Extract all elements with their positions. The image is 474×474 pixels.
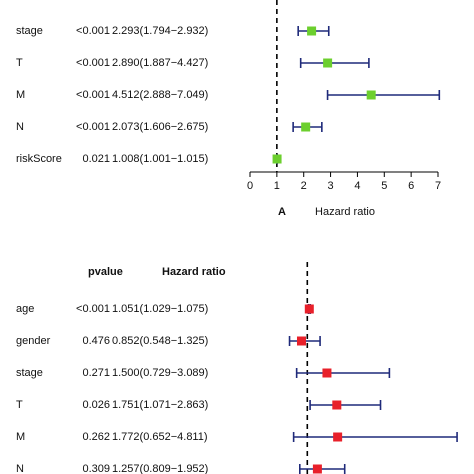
hr-marker [366, 90, 376, 100]
hazard-ratio-text: 1.257(0.809−1.952) [112, 463, 208, 474]
x-axis-label: Hazard ratio [315, 206, 375, 218]
row-label: age [16, 303, 34, 315]
hazard-ratio-text: 1.751(1.071−2.863) [112, 399, 208, 411]
hr-marker [301, 122, 311, 132]
p-value: <0.001 [76, 25, 110, 37]
p-value: 0.309 [82, 463, 110, 474]
row-label: gender [16, 335, 51, 347]
p-value: <0.001 [76, 57, 110, 69]
p-value: <0.001 [76, 121, 110, 133]
x-tick-label: 0 [247, 180, 253, 192]
p-value: <0.001 [76, 303, 110, 315]
x-tick-label: 4 [354, 180, 360, 192]
hr-marker [304, 304, 314, 314]
panel-label: A [278, 206, 286, 218]
hazard-ratio-text: 2.293(1.794−2.932) [112, 25, 208, 37]
hazard-ratio-text: 2.073(1.606−2.675) [112, 121, 208, 133]
row-label: M [16, 89, 25, 101]
hazard-ratio-text: 1.772(0.652−4.811) [112, 431, 208, 443]
hazard-ratio-text: 2.890(1.887−4.427) [112, 57, 208, 69]
x-tick-label: 3 [328, 180, 334, 192]
p-value: 0.021 [82, 153, 110, 165]
row-label: T [16, 399, 23, 411]
p-value: 0.271 [82, 367, 110, 379]
x-tick-label: 5 [381, 180, 387, 192]
hr-marker [323, 58, 333, 68]
x-tick-label: 1 [274, 180, 280, 192]
hr-marker [332, 400, 342, 410]
x-tick-label: 2 [301, 180, 307, 192]
hazard-ratio-text: 1.500(0.729−3.089) [112, 367, 208, 379]
row-label: stage [16, 25, 43, 37]
p-value: <0.001 [76, 89, 110, 101]
row-label: N [16, 463, 24, 474]
hr-marker [312, 464, 322, 474]
x-tick-label: 7 [435, 180, 441, 192]
hazard-ratio-text: 1.051(1.029−1.075) [112, 303, 208, 315]
row-label: N [16, 121, 24, 133]
hazard-ratio-text: 4.512(2.888−7.049) [112, 89, 208, 101]
column-header: Hazard ratio [162, 266, 226, 278]
column-header: pvalue [88, 266, 123, 278]
hazard-ratio-text: 1.008(1.001−1.015) [112, 153, 208, 165]
p-value: 0.262 [82, 431, 110, 443]
row-label: M [16, 431, 25, 443]
p-value: 0.476 [82, 335, 110, 347]
hr-marker [333, 432, 343, 442]
hazard-ratio-text: 0.852(0.548−1.325) [112, 335, 208, 347]
hr-marker [296, 336, 306, 346]
hr-marker [307, 26, 317, 36]
p-value: 0.026 [82, 399, 110, 411]
row-label: riskScore [16, 153, 62, 165]
hr-marker [272, 154, 282, 164]
x-tick-label: 6 [408, 180, 414, 192]
row-label: stage [16, 367, 43, 379]
hr-marker [322, 368, 332, 378]
row-label: T [16, 57, 23, 69]
